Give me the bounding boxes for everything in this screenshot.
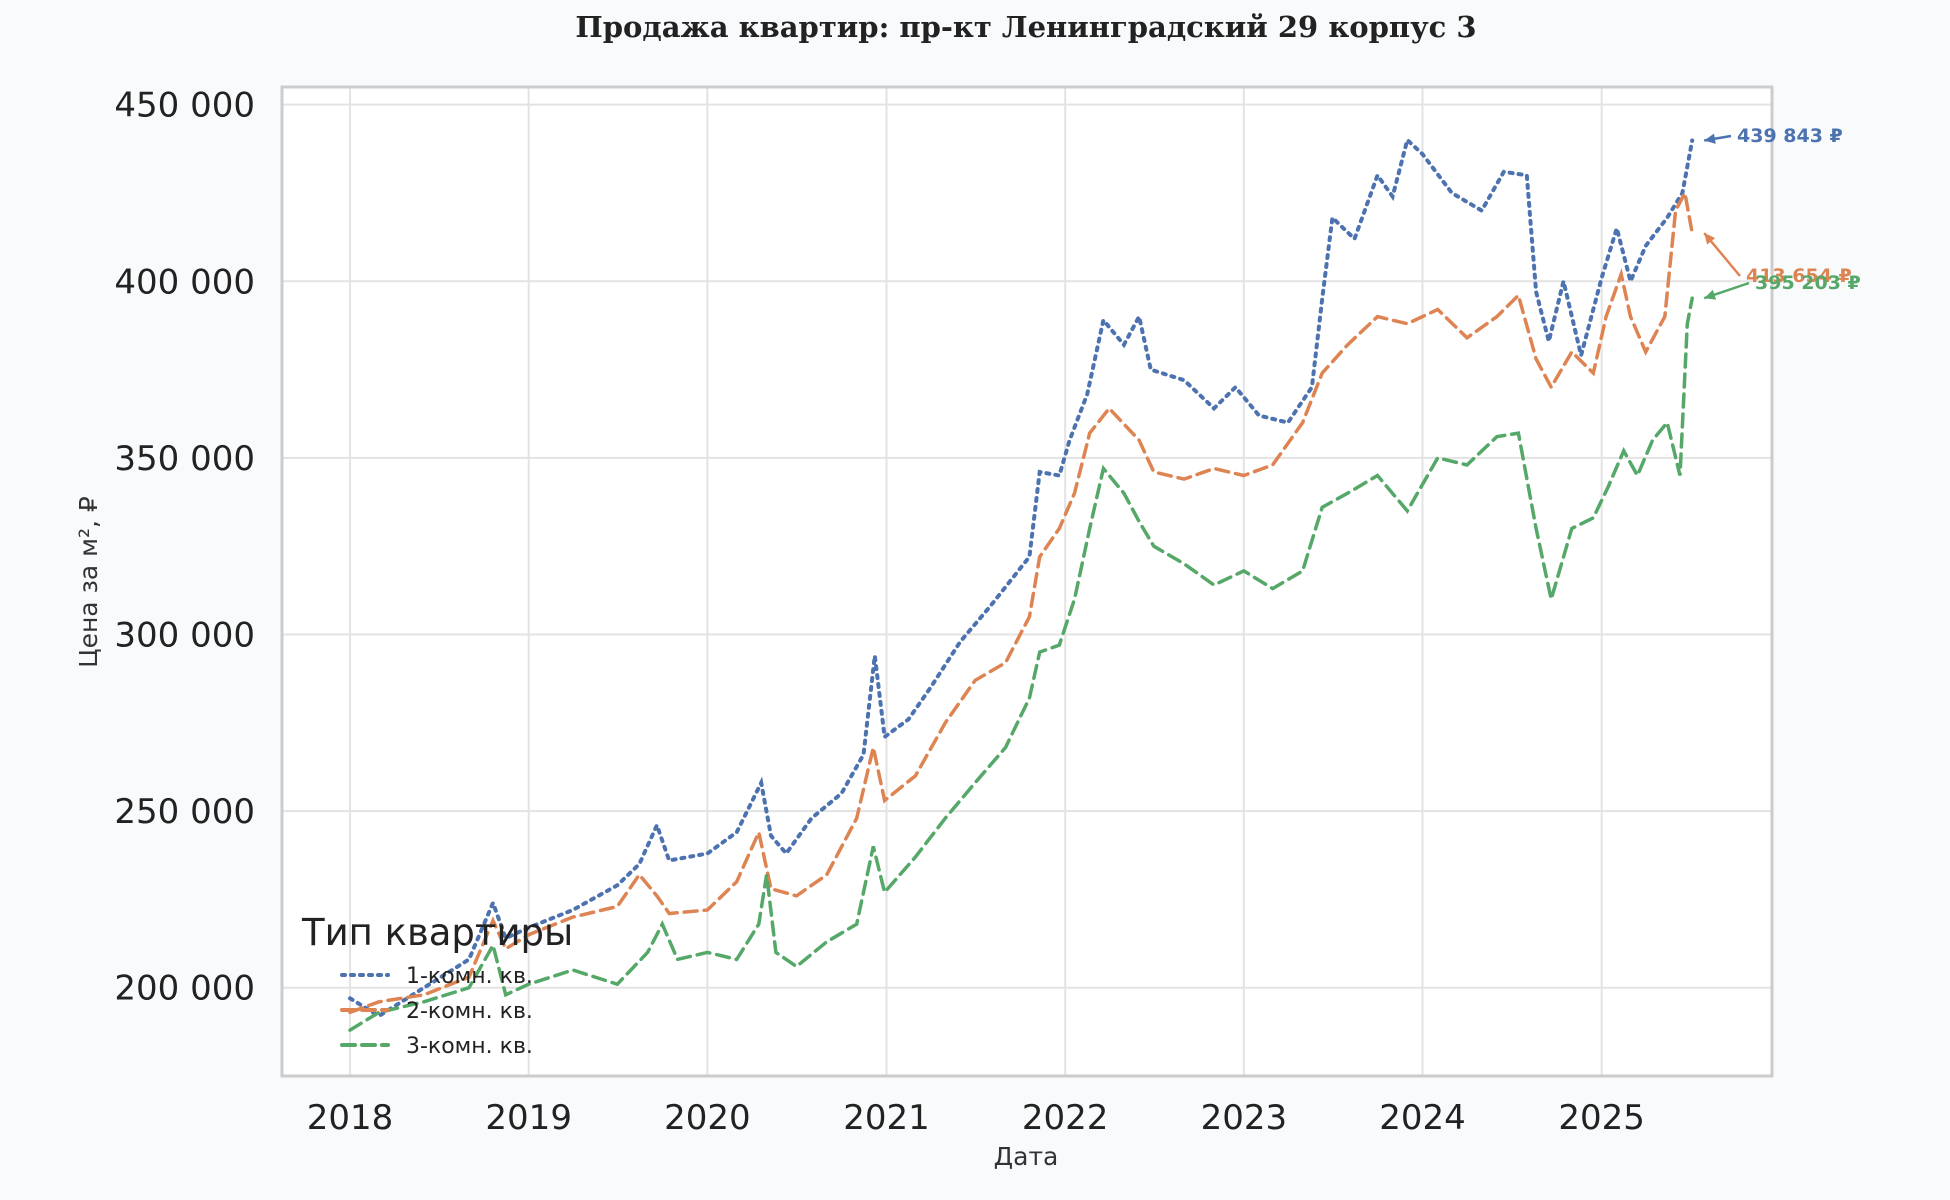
legend-label-3: 3-комн. кв. — [406, 1034, 533, 1059]
plot-frame — [280, 85, 1774, 1078]
legend-title: Тип квартиры — [301, 911, 573, 954]
annotation-arrowhead-1 — [1704, 133, 1716, 144]
y-tick-label: 200 000 — [114, 969, 255, 1009]
plot-area — [282, 87, 1772, 1076]
series-line-1 — [348, 136, 1695, 1019]
x-tick-label: 2019 — [485, 1098, 572, 1138]
annotation-arrowhead-2 — [1704, 233, 1716, 245]
grid — [282, 87, 1772, 1076]
annotation-arrowhead-3 — [1704, 289, 1717, 300]
x-tick-label: 2021 — [843, 1098, 930, 1138]
legend-label-2: 2-комн. кв. — [406, 999, 533, 1024]
chart-title: Продажа квартир: пр-кт Ленинградский 29 … — [575, 10, 1476, 44]
end-annotations: 439 843 ₽ 413 654 ₽395 203 ₽ — [1703, 125, 1861, 300]
y-tick-label: 350 000 — [114, 439, 255, 479]
end-value-label-3: 395 203 ₽ — [1755, 272, 1861, 294]
legend: Тип квартиры 1-комн. кв. 2-комн. кв. 3-ком… — [301, 911, 573, 1059]
y-tick-label: 450 000 — [114, 86, 255, 126]
end-value-label-2: 413 654 ₽ — [1746, 265, 1852, 287]
x-tick-label: 2024 — [1379, 1098, 1466, 1138]
series-line-2 — [348, 187, 1694, 1015]
legend-label-1: 1-комн. кв. — [406, 964, 533, 989]
series-line-3 — [348, 296, 1694, 1032]
end-value-label-1: 439 843 ₽ — [1737, 125, 1843, 147]
y-tick-labels: 200 000 250 000 300 000 350 000 400 000 450 0… — [114, 86, 255, 1009]
y-tick-label: 250 000 — [114, 792, 255, 832]
x-tick-label: 2022 — [1022, 1098, 1109, 1138]
x-tick-label: 2020 — [664, 1098, 751, 1138]
x-axis-label: Дата — [994, 1142, 1059, 1171]
y-tick-label: 300 000 — [114, 615, 255, 655]
x-tick-labels: 2018 2019 2020 2021 2022 2023 2024 2025 — [307, 1098, 1645, 1138]
legend-items: 1-комн. кв. 2-комн. кв. 3-комн. кв. — [340, 964, 533, 1059]
x-tick-label: 2018 — [307, 1098, 394, 1138]
x-tick-label: 2025 — [1558, 1098, 1645, 1138]
series-group — [348, 136, 1695, 1032]
x-tick-label: 2023 — [1201, 1098, 1288, 1138]
y-tick-label: 400 000 — [114, 262, 255, 302]
y-axis-label: Цена за м², ₽ — [74, 496, 103, 668]
